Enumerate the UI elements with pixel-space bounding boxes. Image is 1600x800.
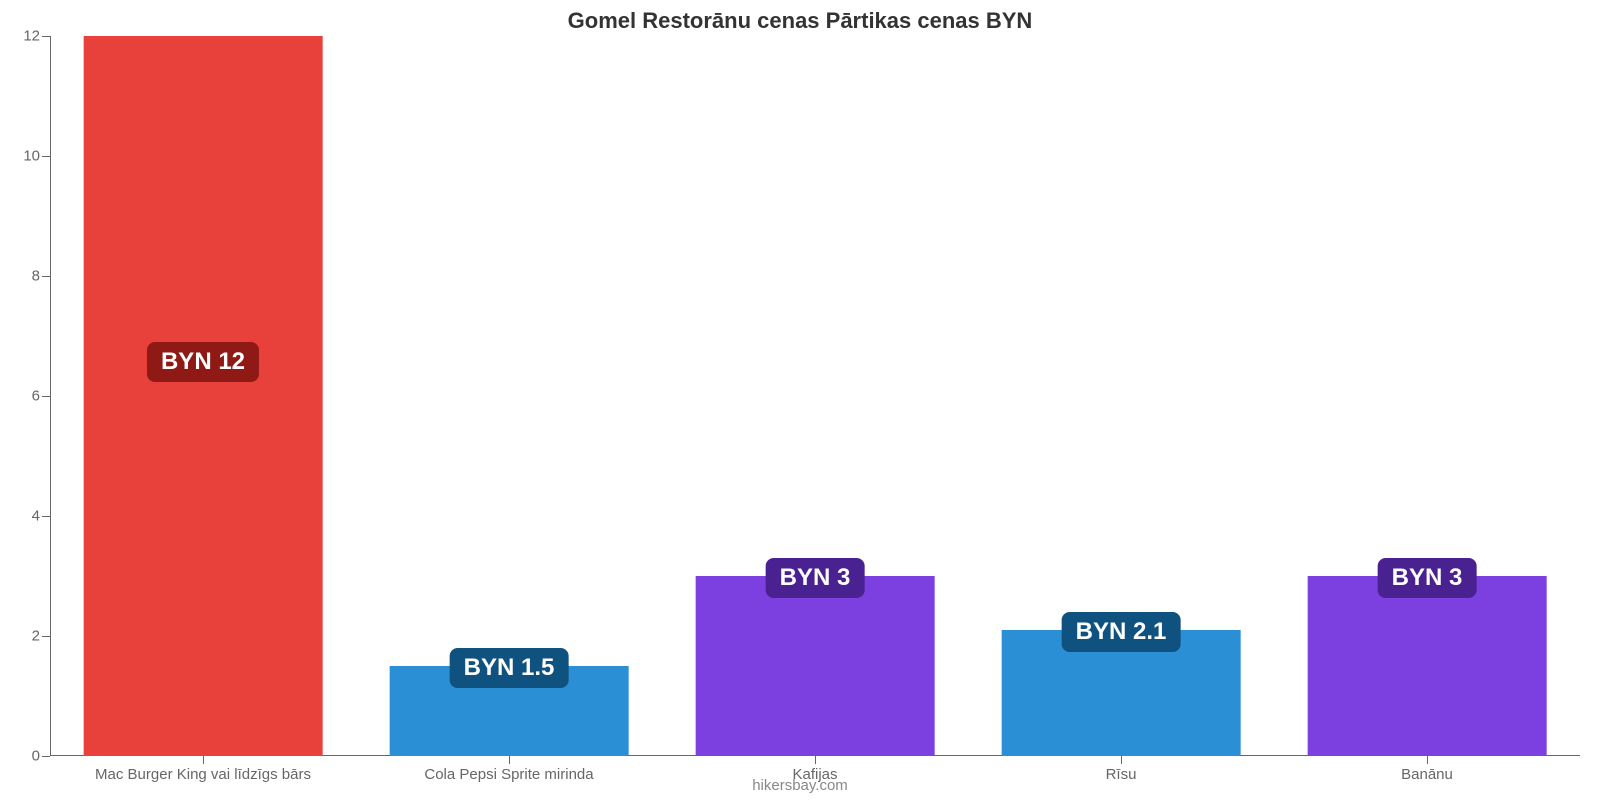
bar-value-label: BYN 3	[766, 558, 865, 598]
attribution-text: hikersbay.com	[752, 777, 848, 794]
x-category-label: Rīsu	[1106, 766, 1137, 783]
bar-slot: BYN 2.1Rīsu	[968, 36, 1274, 756]
x-category-label: Mac Burger King vai līdzīgs bārs	[95, 766, 311, 783]
y-tick	[42, 156, 50, 157]
y-tick	[42, 516, 50, 517]
bar-value-label: BYN 2.1	[1062, 612, 1181, 652]
y-tick	[42, 756, 50, 757]
y-tick-label: 0	[32, 748, 40, 765]
bar	[84, 36, 323, 756]
x-tick	[815, 756, 816, 764]
price-bar-chart: Gomel Restorānu cenas Pārtikas cenas BYN…	[0, 0, 1600, 800]
bar	[1308, 576, 1547, 756]
bar-value-label: BYN 1.5	[450, 648, 569, 688]
y-tick-label: 10	[23, 148, 40, 165]
y-tick	[42, 36, 50, 37]
y-tick-label: 6	[32, 388, 40, 405]
y-tick	[42, 276, 50, 277]
y-tick	[42, 396, 50, 397]
x-category-label: Cola Pepsi Sprite mirinda	[424, 766, 593, 783]
bar-slot: BYN 12Mac Burger King vai līdzīgs bārs	[50, 36, 356, 756]
x-tick	[1121, 756, 1122, 764]
bar-value-label: BYN 12	[147, 342, 259, 382]
x-tick	[1427, 756, 1428, 764]
x-tick	[509, 756, 510, 764]
y-tick	[42, 636, 50, 637]
bar-value-label: BYN 3	[1378, 558, 1477, 598]
chart-title: Gomel Restorānu cenas Pārtikas cenas BYN	[0, 0, 1600, 34]
y-tick-label: 12	[23, 28, 40, 45]
bar	[696, 576, 935, 756]
bars-container: BYN 12Mac Burger King vai līdzīgs bārsBY…	[50, 36, 1580, 756]
bar-slot: BYN 3Banānu	[1274, 36, 1580, 756]
plot-area: 024681012 BYN 12Mac Burger King vai līdz…	[50, 36, 1580, 756]
x-tick	[203, 756, 204, 764]
bar-slot: BYN 1.5Cola Pepsi Sprite mirinda	[356, 36, 662, 756]
y-tick-label: 4	[32, 508, 40, 525]
y-tick-label: 8	[32, 268, 40, 285]
bar-slot: BYN 3Kafijas	[662, 36, 968, 756]
x-category-label: Banānu	[1401, 766, 1453, 783]
y-tick-label: 2	[32, 628, 40, 645]
